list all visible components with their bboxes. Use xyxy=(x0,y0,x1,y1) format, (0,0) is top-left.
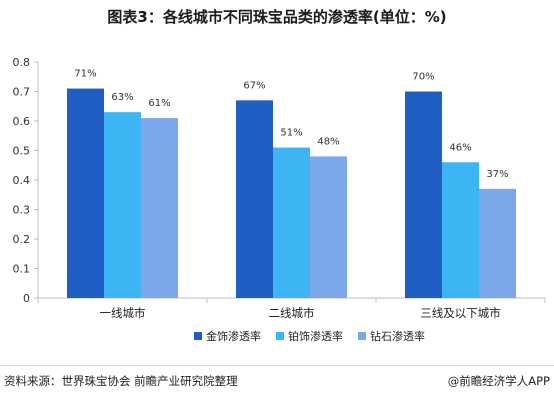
data-label: 61% xyxy=(148,98,170,109)
legend-swatch xyxy=(194,332,202,340)
bar-1 xyxy=(67,88,104,298)
data-label: 46% xyxy=(449,142,471,153)
y-tick-label: 0.2 xyxy=(13,233,31,246)
legend-label: 金饰渗透率 xyxy=(206,329,261,343)
data-label: 70% xyxy=(412,72,434,83)
y-tick-label: 0.4 xyxy=(13,174,31,187)
bar-1 xyxy=(236,100,273,298)
bar-chart: 0 0.1 0.2 0.3 0.4 0.5 0.6 0.7 0.8 71% 63% 61% 一线城市 67… xyxy=(13,56,546,343)
bar-3 xyxy=(141,118,178,298)
legend-swatch xyxy=(358,332,366,340)
y-tick-label: 0.8 xyxy=(13,56,31,69)
category-label: 二线城市 xyxy=(269,306,315,320)
data-label: 37% xyxy=(486,169,508,180)
bar-2 xyxy=(442,162,479,298)
data-label: 48% xyxy=(317,136,339,147)
source-note: 资料来源：世界珠宝协会 前瞻产业研究院整理 xyxy=(4,374,238,388)
category-label: 三线及以下城市 xyxy=(420,306,501,320)
data-label: 51% xyxy=(280,128,302,139)
y-tick-label: 0.1 xyxy=(13,263,31,276)
y-tick-label: 0.5 xyxy=(13,145,31,158)
y-tick-label: 0 xyxy=(23,292,30,305)
y-tick-label: 0.7 xyxy=(13,86,31,99)
category-label: 一线城市 xyxy=(100,306,146,320)
legend-swatch xyxy=(276,332,284,340)
brand-credit: @前瞻经济学人APP xyxy=(447,374,550,388)
data-label: 67% xyxy=(243,80,265,91)
bar-2 xyxy=(104,112,141,299)
y-tick-label: 0.6 xyxy=(13,115,31,128)
data-label: 71% xyxy=(74,69,96,80)
chart-title: 图表3：各线城市不同珠宝品类的渗透率(单位：%) xyxy=(107,8,447,26)
legend-label: 钻石渗透率 xyxy=(370,329,425,343)
footer-divider xyxy=(0,365,554,366)
bar-3 xyxy=(479,188,516,298)
bar-3 xyxy=(310,156,347,298)
bar-2 xyxy=(273,147,310,298)
bar-1 xyxy=(405,91,442,298)
legend-label: 铂饰渗透率 xyxy=(288,329,343,343)
y-tick-label: 0.3 xyxy=(13,204,31,217)
data-label: 63% xyxy=(111,92,133,103)
